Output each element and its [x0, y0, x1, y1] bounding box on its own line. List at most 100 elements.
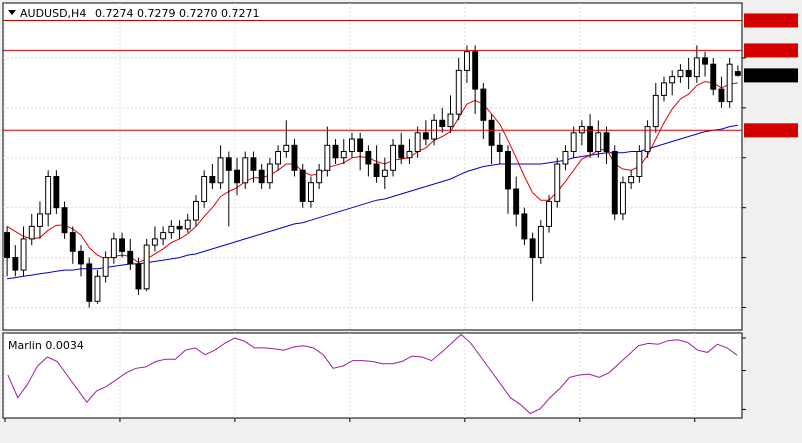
price-plot-area[interactable] [2, 2, 743, 331]
candle-bear [176, 225, 183, 230]
candle-bear [119, 238, 125, 252]
candle-bear [258, 169, 265, 184]
candle-bear [480, 88, 487, 121]
candle-bull [316, 169, 323, 184]
candle-bear [587, 126, 593, 153]
candle-bull [447, 113, 454, 128]
candle-bull [193, 200, 199, 221]
candle-bull [546, 200, 552, 227]
indicator-label: Marlin 0.0034 [8, 339, 84, 352]
candle-bull [661, 82, 667, 96]
candle-bull [160, 232, 167, 240]
current-price-tag [744, 68, 798, 83]
candle-bull [201, 176, 208, 202]
candle-bull [340, 151, 347, 159]
candle-bull [455, 69, 462, 115]
time-axis [4, 418, 696, 422]
candle-bear [685, 69, 692, 78]
candle-bull [414, 132, 421, 153]
candle-bear [521, 213, 528, 240]
level-label-bg [744, 13, 798, 28]
candle-bull [644, 126, 651, 153]
candle-bear [135, 263, 142, 290]
candle-bull [636, 151, 643, 177]
candle-bear [373, 163, 380, 177]
candle-bear [702, 57, 708, 65]
candle-bull [20, 238, 27, 271]
candle-bear [357, 138, 364, 152]
candle-bear [53, 176, 60, 209]
candle-bear [332, 144, 339, 159]
candle-bull [28, 225, 35, 240]
candle-bull [184, 219, 191, 230]
candle-bull [110, 238, 117, 259]
marlin-line [7, 333, 738, 415]
candle-bull [570, 132, 577, 153]
candle-bull [45, 176, 52, 215]
candle-bull [102, 257, 109, 277]
candle-bear [61, 207, 68, 234]
chart-header: AUDUSD,H4 0.7274 0.7279 0.7270 0.7271 [8, 7, 259, 20]
candle-bull [143, 244, 150, 290]
candle-bull [595, 132, 602, 153]
candle-bull [464, 51, 470, 71]
candle-bear [611, 151, 618, 215]
candle-bear [250, 157, 257, 171]
oscillator-plot-area[interactable] [2, 332, 743, 419]
candle-bull [349, 138, 355, 152]
candle-bear [299, 169, 306, 202]
candle-bear [734, 71, 741, 76]
candle-bull [620, 182, 626, 215]
candle-bear [439, 119, 446, 128]
candle-bull [537, 225, 544, 259]
candle-bear [127, 250, 134, 265]
candle-bull [431, 119, 438, 140]
candle-bull [726, 63, 733, 103]
level-label-bg [744, 43, 798, 58]
candle-bull [217, 157, 224, 184]
ohlc-readout: 0.7274 0.7279 0.7270 0.7271 [95, 7, 259, 20]
candle-bear [209, 176, 216, 184]
candle-bull [283, 144, 290, 153]
candle-bull [554, 163, 561, 202]
candle-bull [324, 144, 331, 171]
candle-bear [225, 157, 232, 171]
candle-bear [234, 169, 241, 184]
candle-bull [151, 238, 158, 246]
candle-bull [406, 151, 413, 159]
candle-bear [78, 250, 84, 265]
candle-bull [652, 94, 659, 128]
candle-bear [718, 88, 725, 103]
candle-bear [291, 144, 298, 171]
candle-bear [513, 188, 520, 215]
price-pane[interactable] [2, 2, 798, 331]
candle-bull [242, 157, 249, 184]
level-label-bg [744, 123, 798, 138]
candle-bull [168, 225, 175, 234]
symbol-timeframe: AUDUSD,H4 [20, 7, 86, 20]
candle-bear [472, 51, 479, 90]
candle-bull [308, 182, 314, 202]
candle-bull [669, 76, 676, 84]
candle-bear [422, 132, 429, 140]
candle-bear [488, 119, 495, 146]
candle-bull [37, 213, 43, 227]
candle-bear [398, 144, 405, 159]
candle-bull [266, 163, 273, 184]
candle-bull [94, 275, 101, 302]
candle-bear [496, 144, 503, 153]
candle-bull [381, 169, 388, 177]
candle-bull [390, 144, 397, 171]
candle-bull [578, 126, 585, 134]
candle-bull [677, 69, 684, 78]
oscillator-pane[interactable] [2, 332, 746, 419]
candle-bear [12, 257, 19, 271]
candle-bear [86, 263, 93, 302]
candle-bull [693, 57, 700, 78]
candle-bull [562, 151, 569, 165]
dropdown-triangle-icon[interactable] [8, 10, 16, 15]
candle-bear [4, 232, 10, 259]
candle-bear [603, 132, 610, 153]
candle-bear [365, 151, 372, 165]
